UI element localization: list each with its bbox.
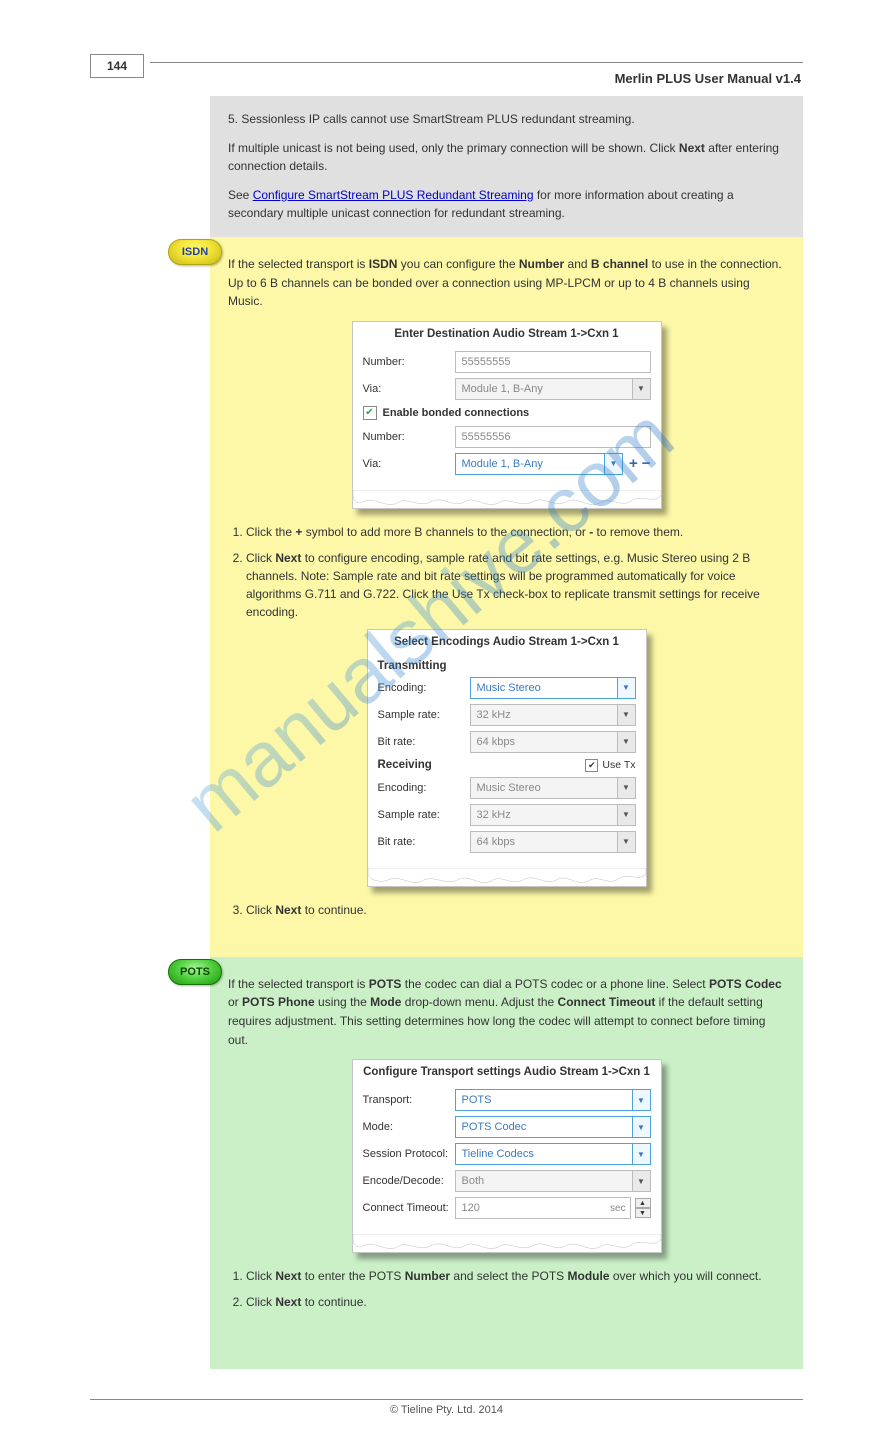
- isdn-intro-bch: B channel: [591, 257, 648, 271]
- pots-intro-4: drop-down menu. Adjust the: [405, 995, 558, 1009]
- pots-intro-ct: Connect Timeout: [558, 995, 656, 1009]
- tx-encoding-select[interactable]: Music Stereo▼: [470, 677, 636, 699]
- encdec-label: Encode/Decode:: [363, 1175, 455, 1187]
- usetx-label: Use Tx: [602, 759, 635, 771]
- connect-timeout-input[interactable]: [455, 1197, 604, 1219]
- isdn-step3: Click Next to continue.: [246, 901, 785, 919]
- footer-copyright: © Tieline Pty. Ltd. 2014: [90, 1399, 803, 1416]
- isdn-badge: ISDN: [168, 239, 222, 265]
- connect-timeout-label: Connect Timeout:: [363, 1202, 455, 1214]
- chevron-down-icon: ▼: [632, 1090, 650, 1110]
- rx-encoding-label: Encoding:: [378, 782, 470, 794]
- chevron-down-icon: ▼: [632, 1171, 650, 1191]
- mode-select[interactable]: POTS Codec▼: [455, 1116, 651, 1138]
- note-line2: If multiple unicast is not being used, o…: [228, 141, 676, 155]
- isdn-step2: Click Next to configure encoding, sample…: [246, 549, 785, 621]
- torn-edge: [353, 1234, 661, 1252]
- chevron-down-icon: ▼: [617, 678, 635, 698]
- chevron-down-icon: ▼: [617, 705, 635, 725]
- via1-value: Module 1, B-Any: [456, 383, 632, 395]
- chevron-down-icon: ▼: [617, 805, 635, 825]
- via2-label: Via:: [363, 458, 455, 470]
- pots-intro-3: using the: [318, 995, 370, 1009]
- chevron-down-icon: ▼: [632, 1144, 650, 1164]
- chevron-down-icon: ▼: [617, 732, 635, 752]
- pots-intro-pots: POTS: [369, 977, 402, 991]
- pots-intro-modelbl: Mode: [370, 995, 401, 1009]
- via-label: Via:: [363, 383, 455, 395]
- pots-intro-phone: POTS Phone: [242, 995, 315, 1009]
- pots-intro-or: or: [228, 995, 242, 1009]
- rx-encoding-select: Music Stereo▼: [470, 777, 636, 799]
- usetx-checkbox[interactable]: ✔: [585, 759, 598, 772]
- number2-label: Number:: [363, 431, 455, 443]
- pots-step2: Click Next to continue.: [246, 1293, 785, 1311]
- number-label: Number:: [363, 356, 455, 368]
- tx-bitrate-select[interactable]: 64 kbps▼: [470, 731, 636, 753]
- smartstream-link[interactable]: Configure SmartStream PLUS Redundant Str…: [253, 188, 534, 202]
- via1-select[interactable]: Module 1, B-Any ▼: [455, 378, 651, 400]
- encdec-select: Both▼: [455, 1170, 651, 1192]
- rx-bitrate-label: Bit rate:: [378, 836, 470, 848]
- session-protocol-select[interactable]: Tieline Codecs▼: [455, 1143, 651, 1165]
- chevron-down-icon: ▼: [632, 379, 650, 399]
- number1-input[interactable]: [455, 351, 651, 373]
- spinner-up-icon[interactable]: ▲: [635, 1198, 651, 1208]
- bonded-label: Enable bonded connections: [383, 407, 530, 419]
- isdn-intro-and: and: [568, 257, 591, 271]
- connect-timeout-unit: sec: [604, 1197, 631, 1219]
- chevron-down-icon: ▼: [617, 778, 635, 798]
- pots-section: POTS If the selected transport is POTS t…: [210, 957, 803, 1369]
- isdn-intro-num: Number: [519, 257, 564, 271]
- tx-samplerate-select[interactable]: 32 kHz▼: [470, 704, 636, 726]
- note-box: 5. Sessionless IP calls cannot use Smart…: [210, 96, 803, 237]
- page-number: 144: [90, 54, 144, 78]
- note-line1: 5. Sessionless IP calls cannot use Smart…: [228, 110, 785, 129]
- via2-value: Module 1, B-Any: [456, 458, 604, 470]
- pots-badge: POTS: [168, 959, 222, 985]
- pots-dialog-title: Configure Transport settings Audio Strea…: [353, 1060, 661, 1084]
- transmitting-label: Transmitting: [378, 660, 447, 672]
- minus-icon[interactable]: −: [642, 455, 651, 472]
- torn-edge: [353, 490, 661, 508]
- isdn-section: ISDN If the selected transport is ISDN y…: [210, 237, 803, 957]
- number2-input[interactable]: [455, 426, 651, 448]
- isdn-enc-title: Select Encodings Audio Stream 1->Cxn 1: [368, 630, 646, 654]
- receiving-label: Receiving: [378, 759, 432, 771]
- note-link-intro: See: [228, 188, 253, 202]
- pots-intro-1: If the selected transport is: [228, 977, 369, 991]
- torn-edge: [368, 868, 646, 886]
- rx-bitrate-select: 64 kbps▼: [470, 831, 636, 853]
- rx-samplerate-label: Sample rate:: [378, 809, 470, 821]
- bitrate-label: Bit rate:: [378, 736, 470, 748]
- plus-icon[interactable]: +: [629, 455, 638, 472]
- isdn-dest-dialog: Enter Destination Audio Stream 1->Cxn 1 …: [352, 321, 662, 509]
- note-next: Next: [679, 141, 705, 155]
- session-protocol-label: Session Protocol:: [363, 1148, 455, 1160]
- doc-title: Merlin PLUS User Manual v1.4: [90, 71, 803, 86]
- rx-samplerate-select: 32 kHz▼: [470, 804, 636, 826]
- isdn-intro-2: you can configure the: [401, 257, 519, 271]
- chevron-down-icon: ▼: [632, 1117, 650, 1137]
- transport-select[interactable]: POTS▼: [455, 1089, 651, 1111]
- pots-step1: Click Next to enter the POTS Number and …: [246, 1267, 785, 1285]
- pots-intro-2: the codec can dial a POTS codec or a pho…: [405, 977, 709, 991]
- isdn-step1: Click the + symbol to add more B channel…: [246, 523, 785, 541]
- isdn-intro-isdn: ISDN: [369, 257, 398, 271]
- spinner-down-icon[interactable]: ▼: [635, 1208, 651, 1218]
- pots-intro-codec: POTS Codec: [709, 977, 782, 991]
- encoding-label: Encoding:: [378, 682, 470, 694]
- transport-label: Transport:: [363, 1094, 455, 1106]
- pots-transport-dialog: Configure Transport settings Audio Strea…: [352, 1059, 662, 1253]
- isdn-dest-title: Enter Destination Audio Stream 1->Cxn 1: [353, 322, 661, 346]
- isdn-encodings-dialog: Select Encodings Audio Stream 1->Cxn 1 T…: [367, 629, 647, 887]
- chevron-down-icon: ▼: [604, 454, 622, 474]
- samplerate-label: Sample rate:: [378, 709, 470, 721]
- mode-label: Mode:: [363, 1121, 455, 1133]
- isdn-intro-1: If the selected transport is: [228, 257, 369, 271]
- chevron-down-icon: ▼: [617, 832, 635, 852]
- bonded-checkbox[interactable]: ✔: [363, 406, 377, 420]
- via2-select[interactable]: Module 1, B-Any ▼: [455, 453, 623, 475]
